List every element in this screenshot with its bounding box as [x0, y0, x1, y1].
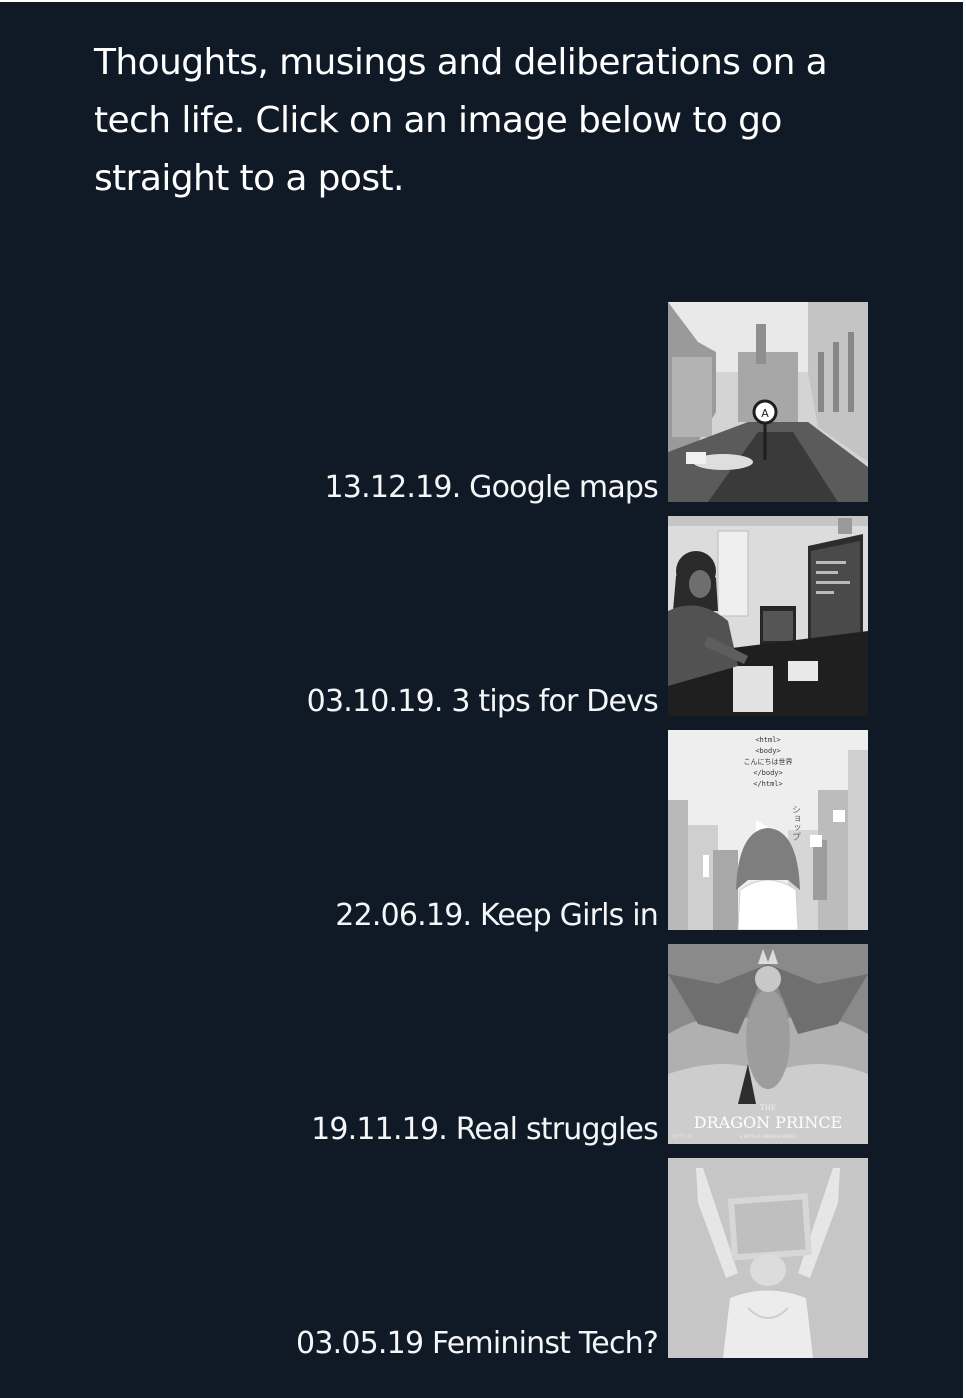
poster-brand: NETFLIX: [672, 1134, 693, 1140]
right-border: [963, 0, 966, 1398]
dragon-poster[interactable]: THE DRAGON PRINCE A NETFLIX ORIGINAL SER…: [668, 944, 868, 1144]
post-title[interactable]: 22.06.19. Keep Girls in: [335, 898, 659, 933]
post-item-tips-for-devs[interactable]: 03.10.19. 3 tips for Devs: [0, 516, 966, 719]
poster-subtitle: A NETFLIX ORIGINAL SERIES: [740, 1134, 797, 1139]
shop-sign-text: ショップ: [790, 805, 800, 841]
developer-desk-photo[interactable]: [668, 516, 868, 716]
page-intro: Thoughts, musings and deliberations on a…: [94, 42, 828, 199]
post-title[interactable]: 13.12.19. Google maps: [324, 470, 659, 505]
code-line: </html>: [753, 780, 783, 788]
post-item-feminist-tech[interactable]: 03.05.19 Femininst Tech?: [0, 1158, 966, 1361]
poster-kicker: THE: [760, 1104, 776, 1112]
post-item-keep-girls-in[interactable]: 22.06.19. Keep Girls in <html> <body>: [0, 730, 966, 933]
post-title[interactable]: 03.10.19. 3 tips for Devs: [306, 684, 659, 719]
post-title[interactable]: 03.05.19 Femininst Tech?: [296, 1326, 659, 1361]
post-title[interactable]: 19.11.19. Real struggles: [311, 1112, 659, 1147]
code-line: <html>: [755, 736, 780, 744]
top-border: [0, 0, 966, 2]
post-item-real-struggles[interactable]: 19.11.19. Real struggles THE DRAGON PRIN…: [0, 944, 966, 1147]
code-line: <body>: [755, 747, 780, 755]
post-item-google-maps[interactable]: 13.12.19. Google maps A: [0, 302, 966, 505]
woman-paper-photo[interactable]: [668, 1158, 868, 1358]
poster-title: DRAGON PRINCE: [694, 1113, 842, 1132]
street-map-photo[interactable]: A: [668, 302, 868, 502]
code-line: </body>: [753, 769, 783, 777]
girl-city-illustration[interactable]: <html> <body> こんにちは世界 </body> </html> ショ…: [668, 730, 868, 930]
code-line: こんにちは世界: [744, 757, 793, 766]
svg-text:A: A: [761, 407, 769, 420]
